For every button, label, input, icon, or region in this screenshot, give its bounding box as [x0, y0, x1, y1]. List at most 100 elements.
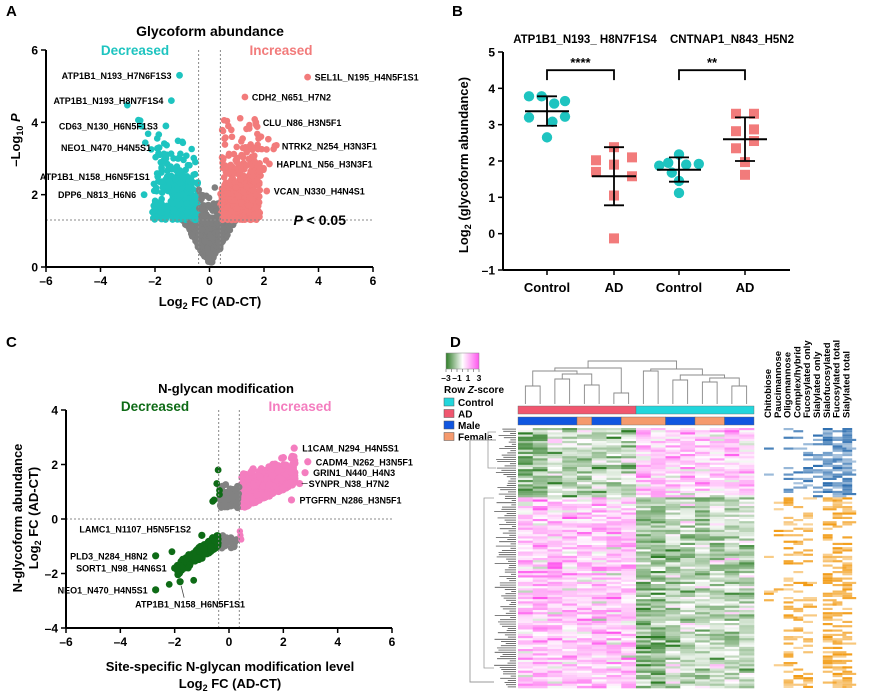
- heatmap-cell: [562, 475, 578, 479]
- heatmap-cell: [665, 558, 681, 561]
- heatmap-cell: [547, 430, 563, 433]
- heatmap-cell: [680, 495, 696, 498]
- heatmap-cell: [591, 540, 607, 544]
- heatmap-cell: [636, 510, 652, 513]
- heatmap-cell: [665, 555, 681, 559]
- heatmap-cell: [621, 553, 637, 557]
- heatmap-cell: [709, 497, 725, 500]
- heatmap-cell: [532, 573, 548, 576]
- heatmap-cell: [547, 542, 563, 546]
- heatmap-cell: [621, 482, 637, 485]
- structure-flag: [813, 456, 823, 459]
- heatmap-cell: [650, 560, 666, 563]
- heatmap-cell: [709, 534, 725, 537]
- heatmap-cell: [606, 672, 622, 676]
- structure-flag: [803, 512, 813, 515]
- heatmap-cell: [606, 588, 622, 591]
- heatmap-cell: [577, 551, 593, 554]
- heatmap-cell: [650, 475, 666, 479]
- heatmap-cell: [724, 564, 740, 567]
- heatmap-cell: [739, 551, 755, 554]
- data-point: [221, 141, 229, 148]
- x-tick-label: –2: [148, 274, 162, 288]
- x-tick-label: 6: [389, 635, 396, 649]
- structure-flag: [783, 473, 794, 476]
- heatmap-cell: [562, 551, 578, 554]
- heatmap-cell: [547, 566, 563, 570]
- heatmap-cell: [562, 436, 578, 440]
- heatmap-cell: [577, 547, 593, 550]
- heatmap-cell: [562, 677, 578, 680]
- heatmap-cell: [709, 428, 725, 431]
- structure-flag: [773, 529, 784, 532]
- p-threshold-value: < 0.05: [303, 212, 346, 228]
- heatmap-cell: [621, 668, 637, 671]
- heatmap-cell: [577, 512, 593, 515]
- heatmap-cell: [532, 549, 548, 552]
- heatmap-cell: [695, 428, 711, 431]
- heatmap-cell: [636, 503, 652, 507]
- structure-flag: [832, 475, 843, 478]
- structure-flag: [842, 428, 853, 431]
- heatmap-cell: [591, 506, 607, 509]
- heatmap-cell: [532, 460, 548, 463]
- heatmap-cell: [724, 484, 740, 487]
- structure-flag: [842, 493, 857, 496]
- heatmap-cell: [532, 514, 548, 518]
- structure-flag: [803, 458, 813, 461]
- heatmap-cell: [695, 447, 711, 450]
- structure-flag: [822, 488, 833, 491]
- panel-label-c: C: [6, 334, 17, 351]
- heatmap-cell: [709, 447, 725, 450]
- annotated-point: [304, 458, 312, 466]
- heatmap-cell: [636, 670, 652, 674]
- heatmap-cell: [695, 564, 711, 567]
- heatmap-cell: [680, 562, 696, 565]
- heatmap-cell: [665, 586, 681, 589]
- heatmap-cell: [680, 462, 696, 466]
- heatmap-cell: [532, 625, 548, 628]
- heatmap-cell: [724, 534, 740, 537]
- heatmap-cell: [532, 564, 548, 567]
- heatmap-cell: [724, 623, 740, 626]
- heatmap-cell: [532, 486, 548, 489]
- heatmap-cell: [621, 512, 637, 515]
- heatmap-cell: [695, 670, 711, 674]
- heatmap-cell: [724, 445, 740, 448]
- legend-title-main: Row: [444, 385, 468, 396]
- heatmap-cell: [591, 662, 607, 665]
- heatmap-cell: [724, 675, 740, 678]
- heatmap-cell: [709, 545, 725, 548]
- heatmap-cell: [636, 581, 652, 585]
- heatmap-cell: [665, 456, 681, 459]
- heatmap-cell: [532, 616, 548, 619]
- heatmap-cell: [636, 443, 652, 446]
- heatmap-cell: [532, 683, 548, 687]
- heatmap-cell: [591, 668, 607, 671]
- data-point: [158, 164, 165, 171]
- heatmap-cell: [680, 601, 696, 604]
- heatmap-cell: [621, 679, 637, 682]
- heatmap-cell: [636, 519, 652, 522]
- structure-flag: [783, 436, 794, 439]
- heatmap-cell: [606, 438, 622, 442]
- heatmap-cell: [709, 614, 725, 617]
- heatmap-cell: [577, 445, 593, 448]
- data-point: [246, 125, 253, 132]
- heatmap-cell: [680, 681, 696, 684]
- x-tick-label: 4: [334, 635, 341, 649]
- heatmap-cell: [577, 529, 593, 533]
- panel-c-title: N-glycan modification: [158, 381, 294, 396]
- heatmap-cell: [709, 564, 725, 567]
- heatmap-cell: [709, 553, 725, 557]
- heatmap-cell: [739, 646, 755, 650]
- legend-swatch: [443, 397, 455, 407]
- structure-flag: [783, 490, 794, 493]
- heatmap-cell: [577, 458, 593, 461]
- heatmap-cell: [709, 664, 725, 667]
- heatmap-cell: [739, 521, 755, 524]
- heatmap-cell: [591, 497, 607, 500]
- heatmap-cell: [591, 482, 607, 485]
- heatmap-cell: [636, 436, 652, 440]
- heatmap-cell: [680, 454, 696, 457]
